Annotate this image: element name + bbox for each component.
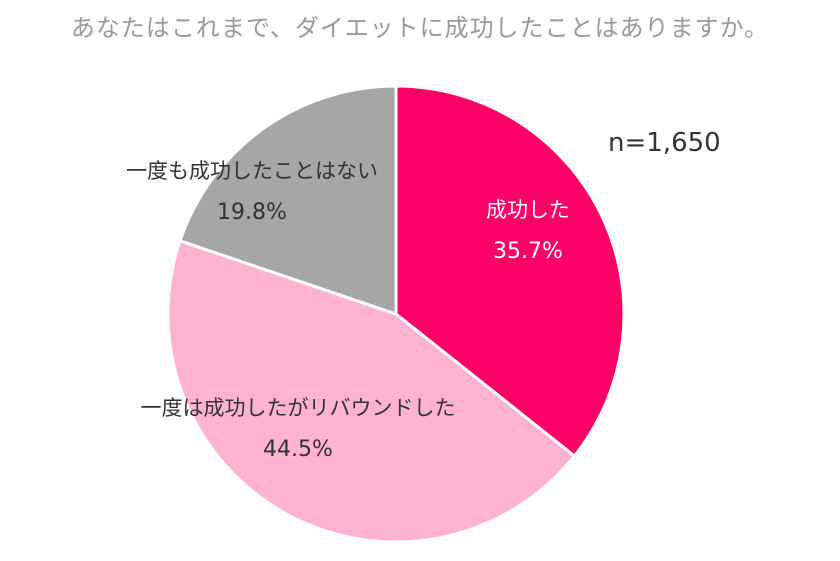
pie-labels: 成功した 35.7% 一度は成功したがリバウンドした 44.5% 一度も成功したことはな… — [126, 159, 570, 462]
sample-size-label: n=1,650 — [608, 128, 721, 158]
slice-never-percent: 19.8% — [217, 200, 287, 225]
slice-rebound-percent: 44.5% — [263, 437, 333, 462]
slice-rebound — [166, 239, 576, 544]
chart-title: あなたはこれまで、ダイエットに成功したことはありますか。 — [70, 14, 770, 42]
slice-success — [394, 84, 626, 458]
slice-success-label: 成功した — [486, 198, 570, 222]
slice-never-label: 一度も成功したことはない — [126, 159, 378, 183]
slice-success-percent: 35.7% — [493, 239, 563, 264]
slice-rebound-label: 一度は成功したがリバウンドした — [141, 396, 456, 420]
slice-never — [178, 84, 398, 316]
pie-slices — [166, 84, 626, 544]
